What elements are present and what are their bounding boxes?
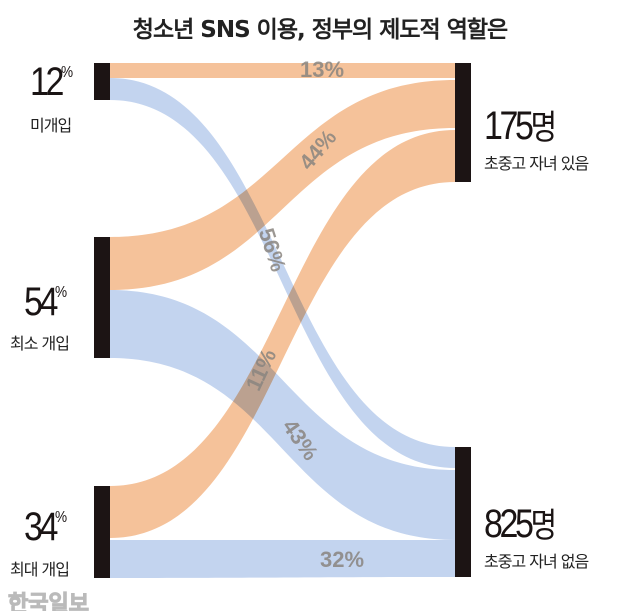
flow-label-5: 32% xyxy=(320,547,365,572)
source-node-0 xyxy=(94,63,110,100)
target-label-1: 초중고 자녀 없음 xyxy=(484,552,589,571)
flow-band-2 xyxy=(110,130,455,538)
source-value-0: 12% xyxy=(30,60,74,104)
source-node-2 xyxy=(94,486,110,578)
source-node-1 xyxy=(94,237,110,358)
target-node-1 xyxy=(455,447,471,577)
target-value-1: 825명 xyxy=(484,502,558,546)
flow-band-1 xyxy=(110,80,455,290)
flow-band-4 xyxy=(110,290,455,540)
flow-band-3 xyxy=(110,78,455,468)
source-value-1: 54% xyxy=(24,280,68,324)
flow-band-5 xyxy=(110,540,455,578)
source-label-0: 미개입 xyxy=(30,116,72,135)
source-value-2: 34% xyxy=(24,505,68,549)
source-label-2: 최대 개입 xyxy=(10,560,70,579)
flow-label-0: 13% xyxy=(300,57,345,82)
source-label-1: 최소 개입 xyxy=(10,334,70,353)
target-node-0 xyxy=(455,63,471,182)
flow-band-0 xyxy=(110,63,455,78)
target-value-0: 175명 xyxy=(484,104,558,148)
chart-title: 청소년 SNS 이용, 정부의 제도적 역할은 xyxy=(132,17,508,43)
watermark-logo: 한국일보 xyxy=(8,592,90,611)
target-label-0: 초중고 자녀 있음 xyxy=(484,154,589,173)
